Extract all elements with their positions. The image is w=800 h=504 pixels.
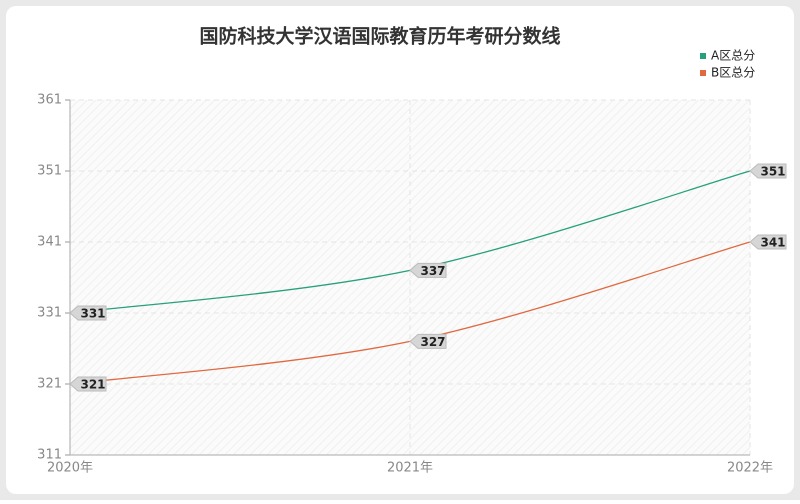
chart-title: 国防科技大学汉语国际教育历年考研分数线 <box>199 25 560 48</box>
legend-box <box>690 44 774 84</box>
data-label: 321 <box>80 378 105 392</box>
y-tick-label: 361 <box>37 93 62 108</box>
y-tick-label: 331 <box>37 306 62 321</box>
x-tick-label: 2020年 <box>47 461 93 476</box>
data-label: 341 <box>760 236 785 250</box>
y-tick-label: 341 <box>37 235 62 250</box>
data-label-tag <box>409 333 447 349</box>
data-label: 337 <box>420 264 445 278</box>
y-tick-label: 351 <box>37 164 62 179</box>
legend-swatch <box>700 53 706 59</box>
legend-swatch <box>700 70 706 76</box>
x-tick-label: 2022年 <box>727 461 773 476</box>
y-tick-label: 311 <box>37 448 62 463</box>
data-label: 351 <box>760 165 785 179</box>
legend-label: B区总分 <box>711 66 755 80</box>
legend-label: A区总分 <box>711 49 755 63</box>
data-label: 327 <box>420 335 445 349</box>
data-label-tag <box>69 376 107 392</box>
x-tick-label: 2021年 <box>387 461 433 476</box>
data-label-tag <box>409 262 447 278</box>
data-label: 331 <box>80 307 105 321</box>
data-label-tag <box>749 163 787 179</box>
data-label-tag <box>749 234 787 250</box>
data-label-tag <box>69 305 107 321</box>
y-tick-label: 321 <box>37 377 62 392</box>
